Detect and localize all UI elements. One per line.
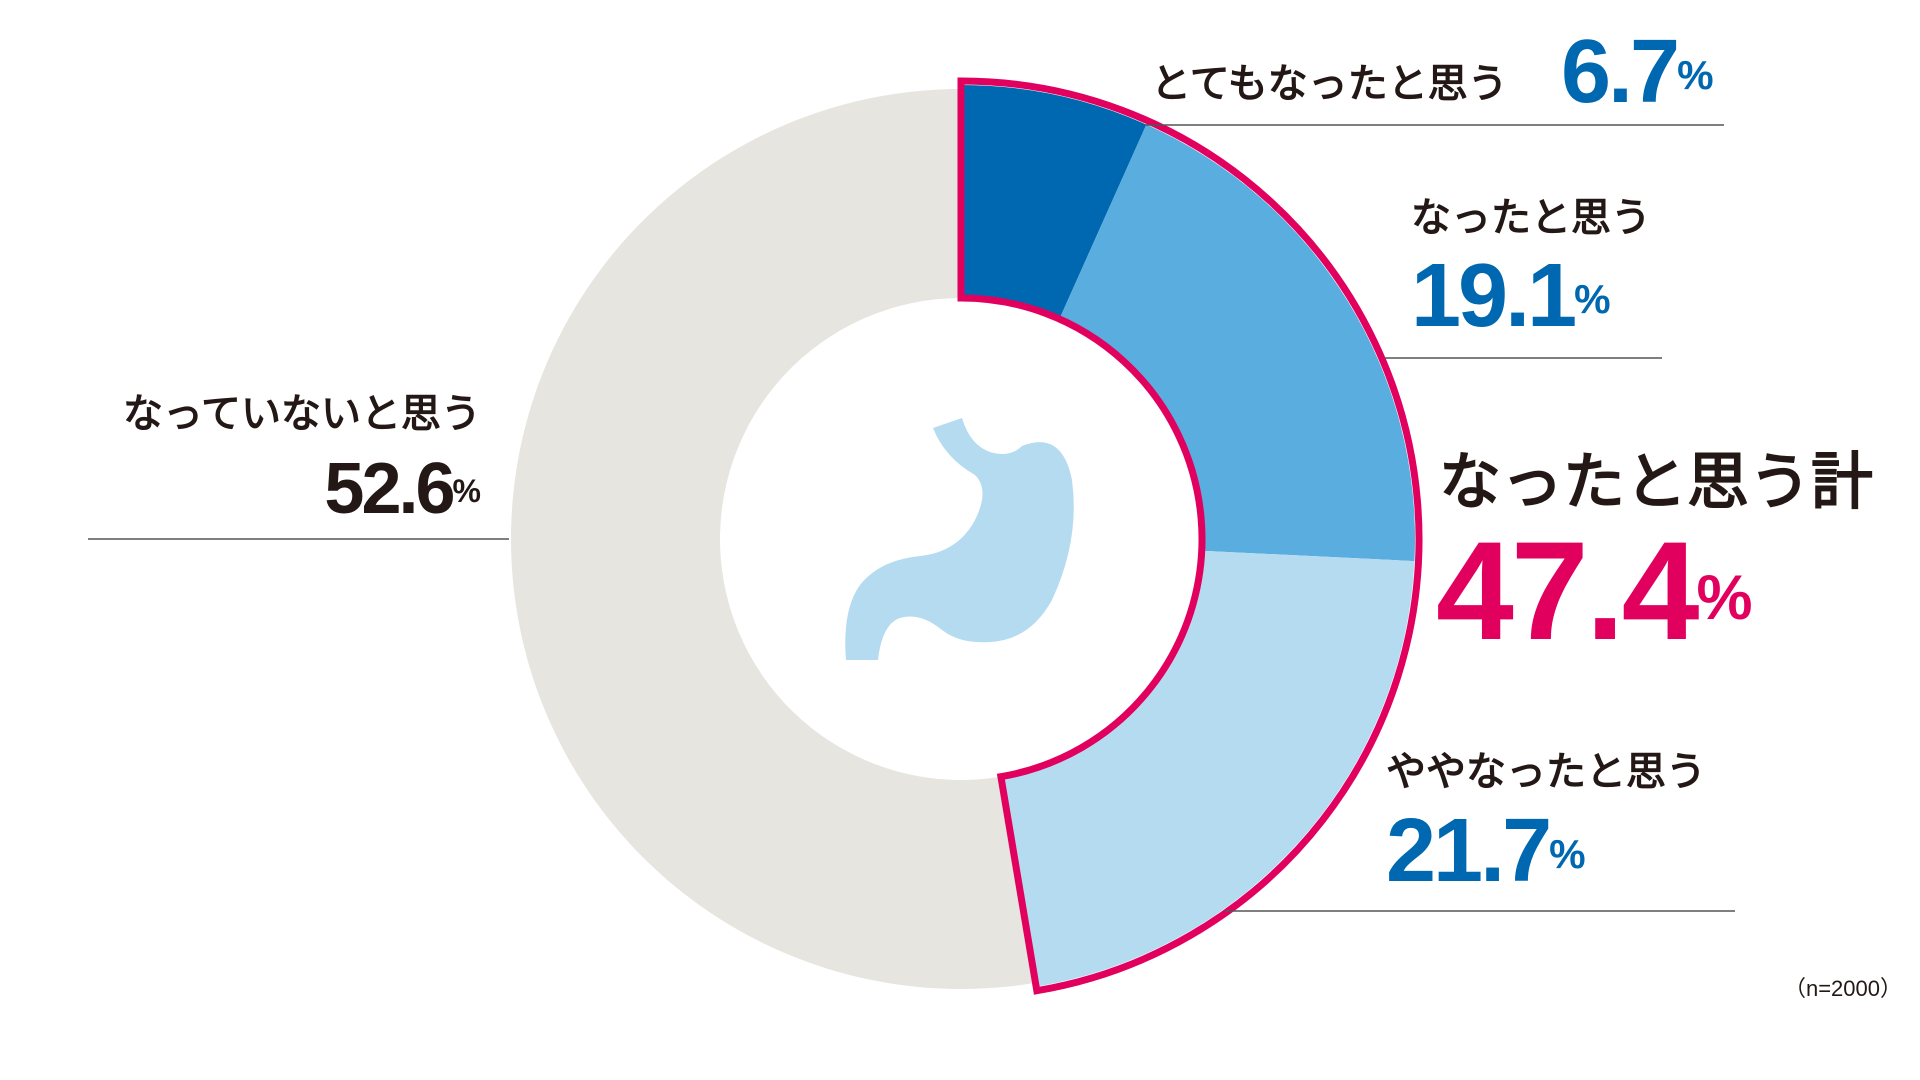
stomach-icon xyxy=(845,418,1074,660)
donut xyxy=(511,77,1423,995)
value-unit: % xyxy=(1574,276,1610,322)
sample-note: （n=2000） xyxy=(1784,976,1902,1001)
value-number: 6.7 xyxy=(1561,22,1677,122)
donut-segment xyxy=(511,89,1033,989)
value-unit: % xyxy=(1696,563,1752,633)
total-label: なったと思う計 xyxy=(1439,445,1873,518)
category-label: ややなったと思う xyxy=(1386,749,1706,795)
category-label: なったと思う xyxy=(1411,195,1651,241)
value-number: 52.6 xyxy=(324,449,453,529)
value-label: 52.6% xyxy=(324,449,481,529)
value-unit: % xyxy=(1677,52,1713,98)
value-unit: % xyxy=(453,473,481,509)
category-label: とてもなったと思う xyxy=(1151,61,1508,107)
donut-segment xyxy=(1059,124,1415,562)
category-label: なっていないと思う xyxy=(123,391,481,437)
value-label: 19.1% xyxy=(1411,246,1611,346)
donut-segment xyxy=(961,85,1147,319)
value-number: 19.1 xyxy=(1411,246,1575,346)
value-number: 21.7 xyxy=(1386,801,1549,901)
total-value: 47.4% xyxy=(1436,512,1753,669)
highlight-outline xyxy=(957,77,1423,995)
value-unit: % xyxy=(1549,831,1585,877)
value-number: 47.4 xyxy=(1436,512,1700,669)
donut-segment xyxy=(999,550,1415,988)
value-label: 6.7% xyxy=(1561,22,1714,122)
value-label: 21.7% xyxy=(1386,801,1586,901)
